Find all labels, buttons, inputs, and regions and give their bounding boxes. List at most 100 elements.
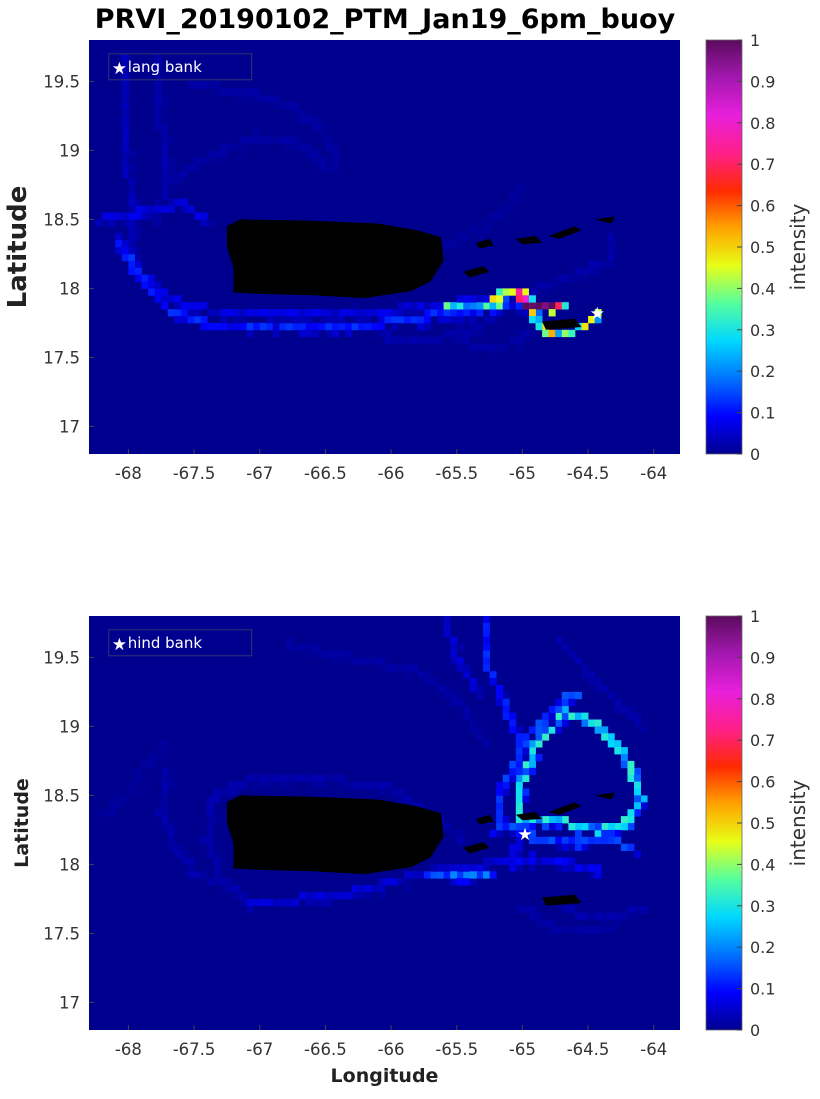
heatmap-cell — [634, 802, 641, 810]
heatmap-cell — [581, 274, 589, 282]
heatmap-cell — [246, 898, 254, 907]
heatmap-cell — [279, 136, 287, 144]
heatmap-cell — [522, 740, 530, 748]
heatmap-cell — [634, 774, 641, 782]
heatmap-cell — [417, 802, 425, 810]
heatmap-cell — [423, 309, 431, 317]
heatmap-cell — [141, 281, 149, 289]
heatmap-cell — [213, 157, 221, 165]
heatmap-cell — [522, 733, 530, 741]
heatmap-cell — [515, 336, 523, 344]
colorbar-tick-label: 0.9 — [750, 72, 775, 91]
heatmap-cell — [515, 302, 523, 310]
heatmap-cell — [568, 650, 576, 658]
heatmap-cell — [338, 781, 346, 789]
y-tick-label: 19 — [59, 717, 80, 736]
heatmap-cell — [174, 843, 182, 851]
heatmap-cell — [272, 329, 280, 338]
heatmap-cell — [509, 829, 517, 838]
heatmap-cell — [627, 809, 635, 817]
heatmap-cell — [430, 678, 438, 686]
heatmap-cell — [574, 864, 582, 872]
heatmap-cell — [121, 122, 129, 131]
colorbar-tick-label: 0.1 — [750, 404, 775, 423]
heatmap-cell — [279, 898, 287, 907]
heatmap-cell — [312, 309, 320, 317]
heatmap-cell — [161, 157, 169, 165]
heatmap-cell — [568, 926, 576, 934]
heatmap-cell — [522, 760, 530, 769]
heatmap-cell — [463, 864, 471, 872]
heatmap-cell — [364, 781, 372, 789]
heatmap-cell — [614, 705, 622, 713]
heatmap-cell — [331, 143, 339, 151]
land-virgin-island — [542, 894, 582, 906]
heatmap-cell — [286, 774, 293, 782]
x-tick-label: -65 — [509, 1040, 536, 1059]
heatmap-cell — [430, 871, 438, 879]
x-tick-label: -67 — [246, 1040, 273, 1059]
heatmap-cell — [528, 760, 536, 769]
heatmap-cell — [121, 74, 129, 82]
heatmap-cell — [574, 657, 582, 665]
heatmap-cell — [496, 343, 504, 351]
heatmap-cell — [601, 260, 609, 269]
heatmap-cell — [194, 871, 202, 879]
heatmap-cell — [483, 733, 490, 741]
heatmap-cell — [325, 322, 333, 331]
heatmap-cell — [207, 823, 215, 831]
heatmap-cell — [548, 281, 556, 289]
x-tick-label: -65.5 — [435, 1040, 478, 1059]
heatmap-cell — [128, 226, 136, 234]
heatmap-cell — [286, 143, 293, 151]
heatmap-cell — [522, 857, 530, 865]
heatmap-cell — [535, 816, 543, 824]
heatmap-cell — [588, 864, 596, 872]
heatmap-cell — [528, 740, 536, 748]
heatmap-cell — [108, 212, 116, 220]
heatmap-cell — [161, 164, 169, 172]
heatmap-cell — [207, 309, 215, 317]
heatmap-cell — [338, 650, 346, 658]
colorbar-tick-label: 0.9 — [750, 648, 775, 667]
heatmap-cell — [299, 316, 307, 324]
heatmap-cell — [371, 657, 379, 665]
heatmap-cell — [154, 115, 162, 124]
heatmap-cell — [134, 233, 142, 241]
heatmap-cell — [430, 309, 438, 317]
heatmap-cell — [351, 309, 359, 317]
heatmap-cell — [607, 233, 615, 241]
heatmap-cell — [594, 267, 602, 275]
colorbar-tick-label: 1 — [750, 607, 760, 626]
heatmap-cell — [450, 643, 458, 651]
heatmap-cell — [187, 871, 195, 879]
heatmap-cell — [377, 892, 385, 900]
heatmap-cell — [450, 691, 458, 700]
heatmap-cell — [561, 926, 569, 934]
heatmap-cell — [233, 892, 241, 900]
heatmap-cell — [456, 233, 464, 241]
heatmap-cell — [121, 164, 129, 172]
heatmap-cell — [141, 760, 149, 769]
heatmap-cell — [226, 143, 234, 151]
heatmap-cell — [312, 122, 320, 131]
heatmap-cell — [167, 829, 175, 838]
heatmap-cell — [240, 143, 247, 151]
heatmap-cell — [292, 109, 300, 117]
heatmap-cell — [272, 309, 280, 317]
heatmap-cell — [496, 816, 504, 824]
heatmap-cell — [542, 302, 550, 310]
heatmap-cell — [391, 664, 399, 672]
heatmap-cell — [496, 212, 504, 220]
heatmap-cell — [614, 747, 622, 755]
heatmap-cell — [128, 205, 136, 213]
heatmap-cell — [528, 823, 536, 831]
heatmap-cell — [213, 871, 221, 879]
heatmap-cell — [522, 754, 530, 762]
heatmap-cell — [351, 322, 359, 331]
heatmap-cell — [180, 302, 188, 310]
x-tick-label: -65 — [509, 464, 536, 483]
heatmap-cell — [240, 316, 247, 324]
heatmap-cell — [200, 836, 208, 845]
heatmap-cell — [417, 322, 425, 331]
